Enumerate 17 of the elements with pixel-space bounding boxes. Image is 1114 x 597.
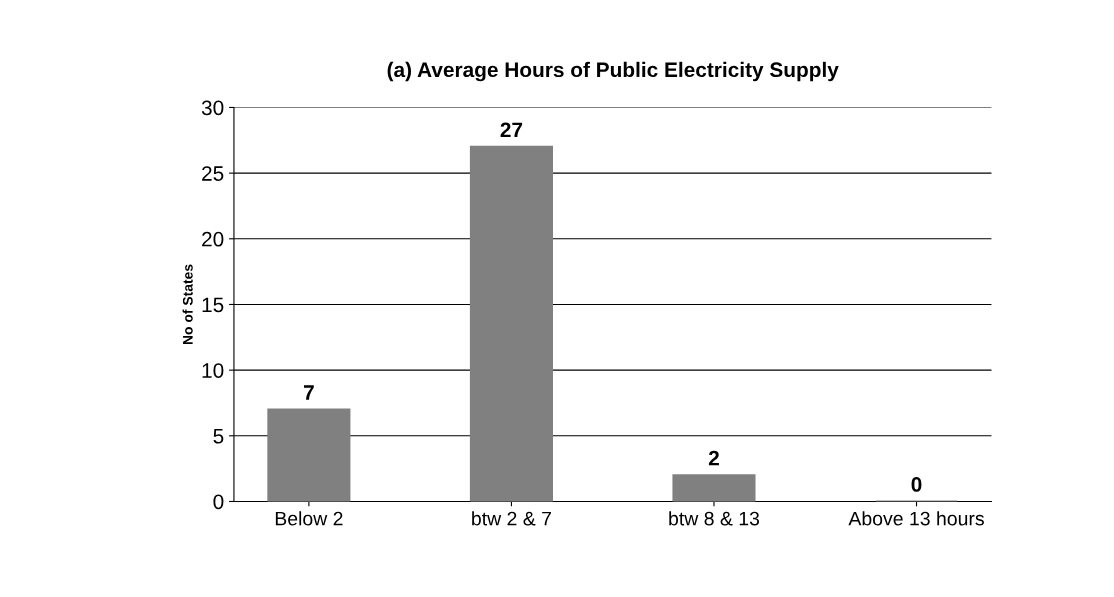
y-tick-label: 5 xyxy=(213,429,224,444)
y-tick-label: 10 xyxy=(202,363,224,378)
x-tick-label: Below 2 xyxy=(275,511,343,526)
chart-title: (a) Average Hours of Public Electricity Supply xyxy=(387,61,839,82)
x-tick-label: btw 8 & 13 xyxy=(669,511,760,526)
data-label: 27 xyxy=(500,122,523,137)
y-tick-label: 20 xyxy=(202,231,224,247)
data-label: 7 xyxy=(303,385,314,400)
y-axis-title: No of States xyxy=(182,264,193,345)
y-tick-label: 30 xyxy=(201,100,224,116)
y-tick-label: 0 xyxy=(213,494,224,510)
y-tick-label: 25 xyxy=(202,166,224,181)
data-label: 2 xyxy=(708,450,719,466)
x-tick-label: Above 13 hours xyxy=(848,511,984,526)
x-tick-label: btw 2 & 7 xyxy=(472,511,551,526)
y-tick-label: 15 xyxy=(202,297,224,313)
data-label: 0 xyxy=(911,477,922,492)
